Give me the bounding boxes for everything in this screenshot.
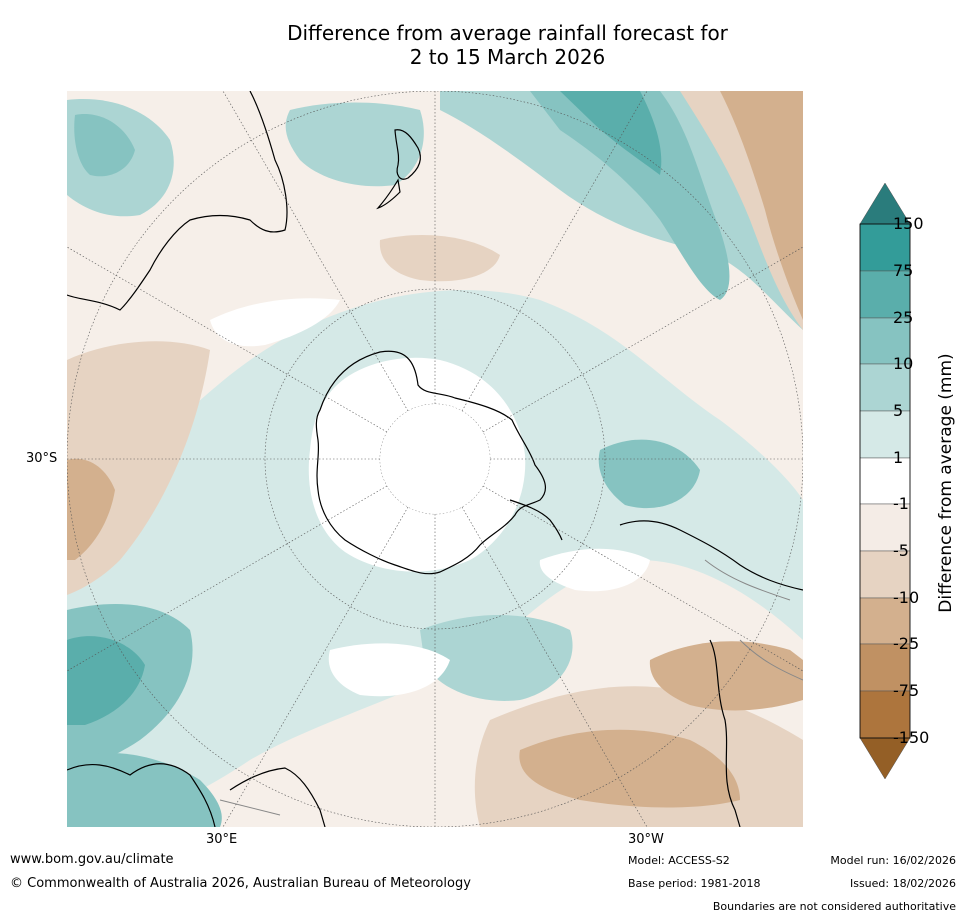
meridian-30w (461, 506, 648, 827)
colorbar-outline (859, 223, 911, 739)
colorbar-tick-label: -25 (893, 634, 920, 653)
model-text: Model: ACCESS-S2 (628, 854, 730, 867)
meridian-150e (222, 91, 409, 412)
region-north-pacific-wet (440, 91, 803, 330)
title-line-2: 2 to 15 March 2026 (409, 45, 606, 69)
meridian-120w (482, 246, 803, 433)
region-northeast-dry-core (720, 91, 803, 320)
map-panel (67, 91, 803, 827)
colorbar-bin-3 (859, 317, 911, 365)
south-america-boundary-2 (739, 639, 803, 681)
colorbar-bin-9 (859, 597, 911, 645)
country-boundaries (219, 559, 803, 816)
latitude-circle-45s (264, 288, 606, 630)
south-america-east-coastline (709, 639, 741, 827)
south-america-coastline (619, 520, 803, 591)
meridian-120e (67, 246, 388, 433)
title-line-1: Difference from average rainfall forecas… (287, 21, 728, 45)
colorbar-tick-label: 75 (893, 261, 914, 280)
colorbar-bin-1 (859, 223, 911, 272)
region-australia-wet-core (74, 114, 135, 177)
new-zealand-south-coastline (376, 178, 401, 210)
colorbar-tick-label: -150 (893, 728, 930, 747)
region-west-dry-core (67, 458, 115, 560)
region-west-dry (67, 341, 210, 595)
region-south-america-dry (649, 641, 803, 711)
meridian-30e (222, 506, 409, 827)
new-zealand-north-coastline (394, 129, 421, 180)
coastlines (67, 91, 803, 827)
meridian-60e (67, 485, 388, 672)
meridian-60w (482, 485, 803, 672)
graticule (67, 91, 803, 827)
website-link[interactable]: www.bom.gov.au/climate (10, 852, 174, 867)
disclaimer-text: Boundaries are not considered authoritat… (712, 900, 956, 913)
colorbar-tick-label: 5 (893, 401, 904, 420)
colorbar-bin-7 (859, 503, 911, 552)
colorbar-tick-label: -75 (893, 681, 920, 700)
colorbar-tick-label: -10 (893, 588, 920, 607)
antarctica-coastline (315, 350, 547, 575)
colorbar-bin-8 (859, 550, 911, 599)
longitude-label-30w: 30°W (628, 832, 664, 847)
map-title: Difference from average rainfall forecas… (230, 21, 785, 69)
base-period-text: Base period: 1981-2018 (628, 877, 761, 890)
colorbar-bin-10 (859, 643, 911, 692)
colorbar-tick-label: 1 (893, 448, 904, 467)
meridian-150w (461, 91, 648, 412)
africa-boundary (219, 799, 281, 816)
model-run-text: Model run: 16/02/2026 (830, 854, 956, 867)
colorbar (859, 182, 911, 780)
colorbar-tick-label: 10 (893, 354, 914, 373)
madagascar-coastline (229, 767, 326, 827)
latitude-label-30s: 30°S (26, 451, 58, 466)
region-pacific-core-wet-2 (560, 91, 662, 175)
antarctic-peninsula-coastline (509, 499, 563, 541)
region-southeast-dry-core (519, 729, 740, 808)
region-south-atlantic-wet (420, 615, 573, 701)
region-near-neutral-band-1 (210, 298, 340, 347)
colorbar-tick-label: 25 (893, 308, 914, 327)
region-pacific-dry-patch (379, 235, 500, 282)
pole-blank (380, 404, 490, 514)
africa-coastline (67, 763, 216, 827)
south-america-boundary (704, 559, 791, 601)
region-pacific-core-wet (530, 91, 730, 300)
region-southwest-corner-wet (67, 752, 222, 827)
colorbar-bin-2 (859, 270, 911, 319)
colorbar-tick-label: -5 (893, 541, 909, 560)
colorbar-title: Difference from average (mm) (936, 353, 956, 613)
colorbar-tick-label: 150 (893, 214, 924, 233)
region-tasman-wet (285, 102, 424, 187)
colorbar-bin-6 (859, 457, 911, 505)
longitude-label-30e: 30°E (206, 832, 238, 847)
region-drake-wet (598, 439, 700, 509)
region-near-neutral-band-2 (328, 643, 450, 697)
region-near-neutral-band-3 (539, 548, 650, 592)
colorbar-tick-label: -1 (893, 494, 909, 513)
australia-coastline (67, 91, 288, 311)
colorbar-bin-4 (859, 363, 911, 412)
copyright-text: © Commonwealth of Australia 2026, Austra… (10, 876, 471, 891)
issued-text: Issued: 18/02/2026 (849, 877, 956, 890)
